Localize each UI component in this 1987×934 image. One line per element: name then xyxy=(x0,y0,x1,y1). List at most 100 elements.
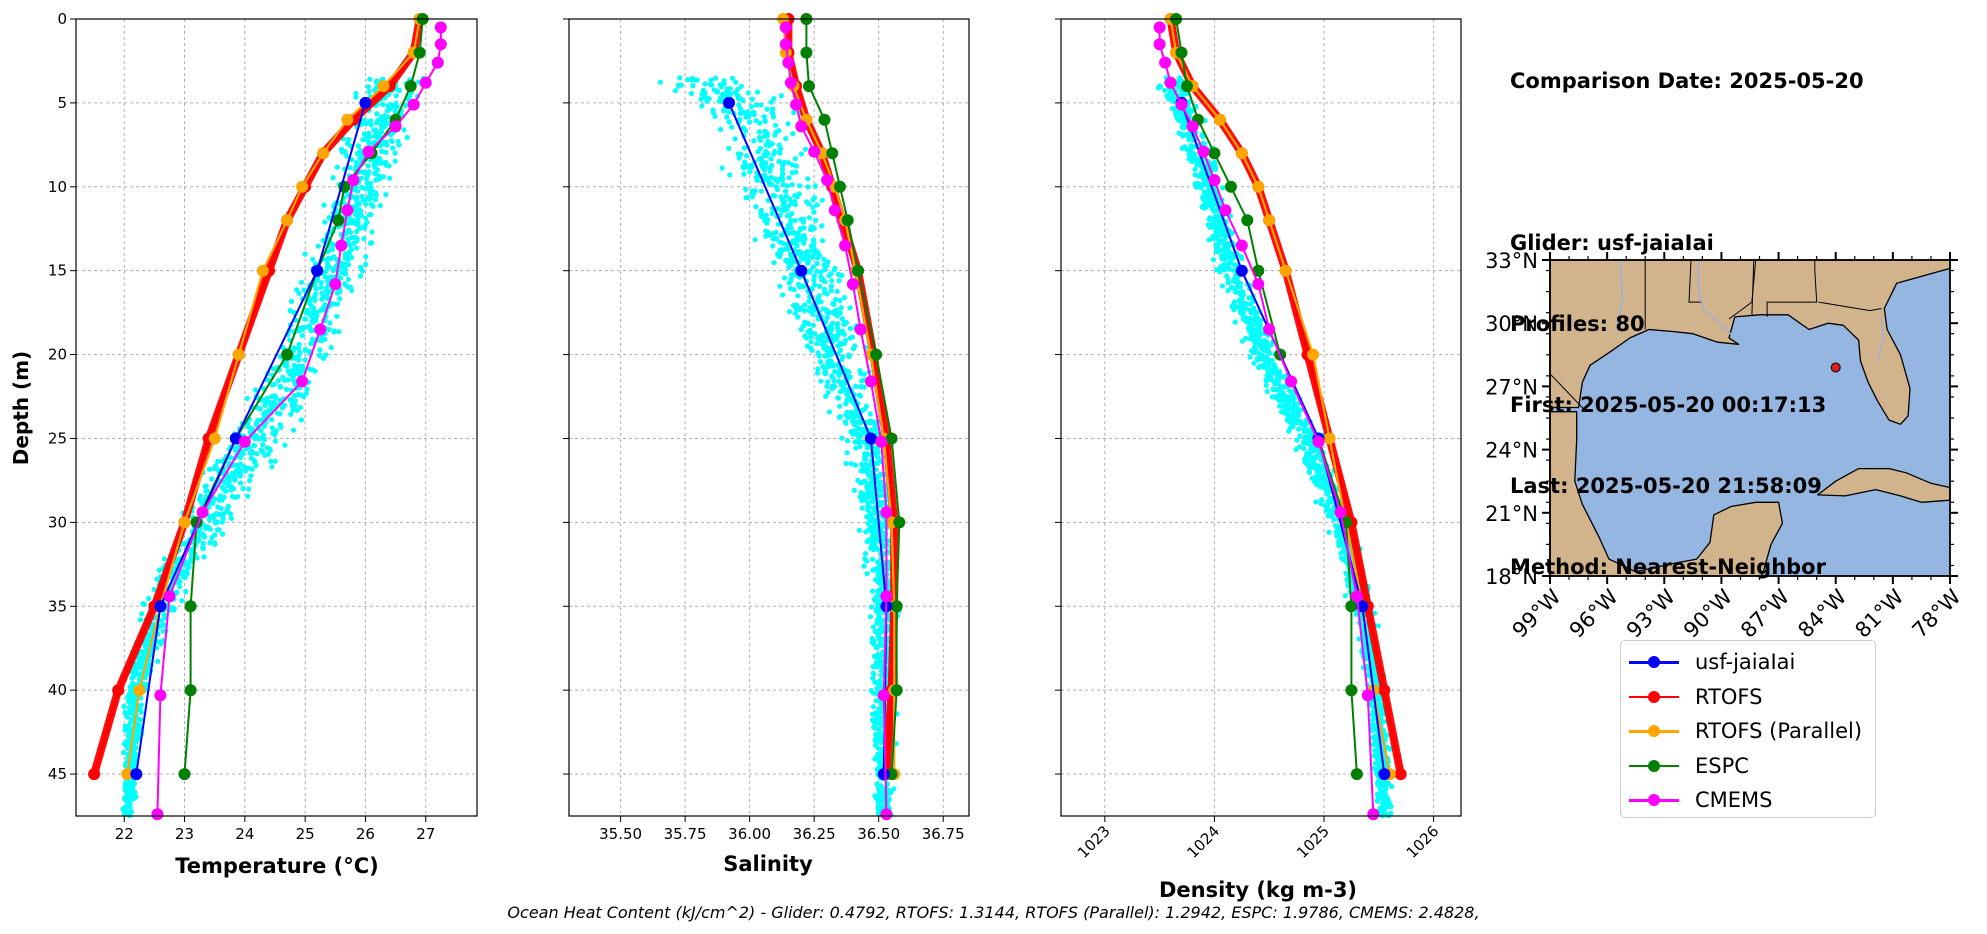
data-point xyxy=(877,689,890,702)
observation-point xyxy=(267,399,273,406)
x-tick-label: 23 xyxy=(175,825,194,843)
data-point xyxy=(864,375,877,388)
data-point xyxy=(782,56,795,69)
observation-point xyxy=(801,240,807,246)
observation-point xyxy=(298,417,304,423)
observation-point xyxy=(237,468,243,474)
observation-point xyxy=(785,121,791,127)
observation-point xyxy=(704,98,710,105)
observation-point xyxy=(317,352,323,358)
observation-point xyxy=(777,254,783,260)
observation-point xyxy=(741,171,747,177)
observation-point xyxy=(782,275,788,281)
observation-point xyxy=(735,151,741,157)
observation-point xyxy=(836,278,842,284)
observation-point xyxy=(355,143,361,149)
observation-point xyxy=(277,383,283,390)
observation-point xyxy=(1209,221,1215,227)
observation-point xyxy=(302,348,309,354)
y-tick-label: 45 xyxy=(48,765,67,783)
observation-point xyxy=(877,480,883,486)
observation-point xyxy=(759,164,765,170)
observation-point xyxy=(181,568,187,574)
observation-point xyxy=(1313,474,1319,480)
x-tick-label: 36.00 xyxy=(728,825,771,843)
observation-point xyxy=(280,374,286,380)
observation-point xyxy=(300,363,306,369)
observation-point xyxy=(334,313,340,319)
observation-point xyxy=(269,425,275,431)
observation-point xyxy=(756,129,763,135)
observation-point xyxy=(309,340,315,346)
data-point xyxy=(88,768,101,781)
observation-point xyxy=(1277,369,1283,375)
observation-point xyxy=(272,394,278,400)
observation-point xyxy=(820,238,826,244)
observation-point xyxy=(1232,319,1238,325)
observation-point xyxy=(302,357,308,363)
observation-point xyxy=(811,209,817,215)
observation-point xyxy=(138,665,144,671)
legend-marker xyxy=(1648,690,1660,703)
observation-point xyxy=(1192,157,1198,163)
observation-point xyxy=(255,405,261,411)
observation-point xyxy=(839,272,845,278)
observation-point xyxy=(251,443,258,449)
observation-point xyxy=(786,175,792,181)
observation-point xyxy=(776,128,782,134)
observation-point xyxy=(121,750,127,756)
observation-point xyxy=(825,379,831,385)
observation-point xyxy=(1270,386,1276,393)
observation-point xyxy=(394,104,400,110)
observation-point xyxy=(758,188,764,194)
observation-point xyxy=(726,109,732,115)
observation-point xyxy=(792,237,798,243)
observation-point xyxy=(795,293,801,299)
observation-point xyxy=(805,253,811,259)
observation-point xyxy=(1266,358,1272,364)
legend-swatch xyxy=(1629,652,1679,672)
observation-point xyxy=(793,306,800,312)
observation-point xyxy=(319,338,325,344)
observation-point xyxy=(845,368,851,375)
observation-point xyxy=(156,567,162,573)
observation-point xyxy=(1286,399,1292,405)
observation-point xyxy=(374,111,380,117)
observation-point xyxy=(328,344,334,351)
data-point xyxy=(281,214,294,227)
observation-point xyxy=(768,99,774,105)
data-point xyxy=(1378,768,1391,781)
observation-point xyxy=(342,266,348,272)
observation-point xyxy=(161,622,167,628)
observation-point xyxy=(1301,445,1307,452)
observation-point xyxy=(1372,748,1378,754)
data-point xyxy=(377,80,390,93)
method: Method: Nearest-Neighbor xyxy=(1510,555,1826,579)
observation-point xyxy=(318,284,324,290)
observation-point xyxy=(676,83,682,89)
observation-point xyxy=(765,138,771,145)
observation-point xyxy=(363,135,369,141)
observation-point xyxy=(740,97,746,103)
observation-point xyxy=(238,461,244,467)
observation-point xyxy=(879,488,885,494)
observation-point xyxy=(1210,257,1217,263)
data-point xyxy=(1159,56,1172,69)
observation-point xyxy=(1375,623,1381,629)
observation-point xyxy=(831,267,837,273)
observation-point xyxy=(721,108,727,114)
observation-point xyxy=(876,643,882,649)
data-point xyxy=(133,684,146,697)
observation-point xyxy=(288,411,294,417)
observation-point xyxy=(125,787,131,793)
data-point xyxy=(1350,590,1363,603)
y-tick-label: 0 xyxy=(57,10,67,28)
observation-point xyxy=(815,370,821,376)
observation-point xyxy=(828,283,835,289)
observation-point xyxy=(833,336,839,342)
observation-point xyxy=(873,735,879,741)
observation-point xyxy=(746,114,752,120)
data-point xyxy=(890,684,903,697)
observation-point xyxy=(777,283,783,289)
observation-point xyxy=(1293,409,1299,415)
